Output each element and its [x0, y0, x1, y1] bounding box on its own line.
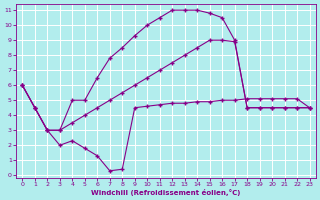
- X-axis label: Windchill (Refroidissement éolien,°C): Windchill (Refroidissement éolien,°C): [91, 189, 241, 196]
